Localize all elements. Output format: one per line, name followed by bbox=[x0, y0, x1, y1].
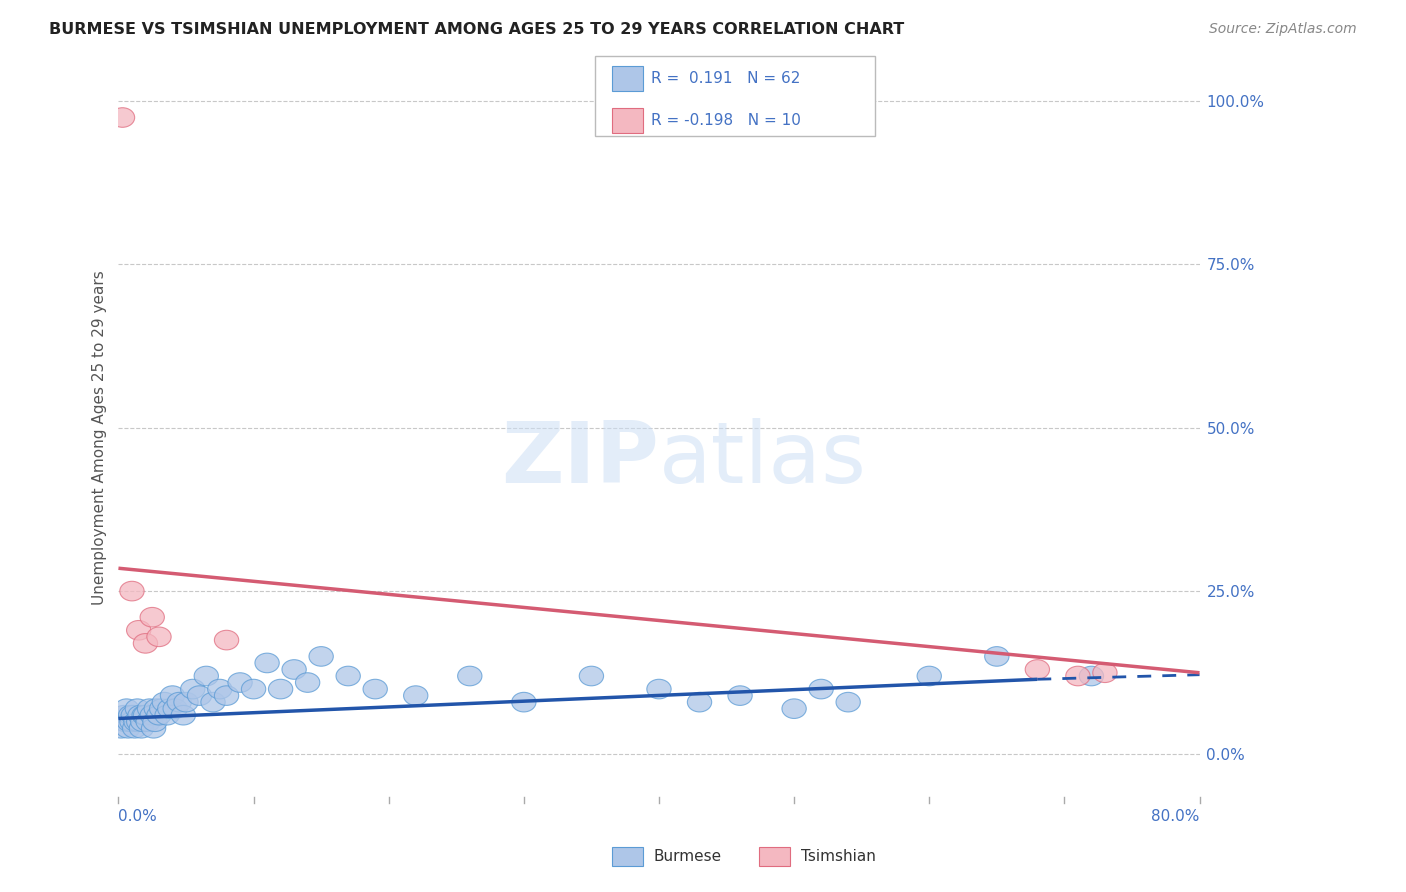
Ellipse shape bbox=[146, 627, 172, 647]
Text: 0.0%: 0.0% bbox=[118, 809, 157, 823]
Ellipse shape bbox=[121, 706, 145, 725]
Ellipse shape bbox=[214, 686, 239, 706]
Ellipse shape bbox=[120, 582, 145, 601]
Ellipse shape bbox=[127, 621, 150, 640]
Ellipse shape bbox=[134, 706, 157, 725]
Ellipse shape bbox=[115, 718, 141, 738]
Ellipse shape bbox=[114, 698, 139, 718]
Ellipse shape bbox=[131, 712, 155, 731]
Ellipse shape bbox=[145, 698, 169, 718]
Y-axis label: Unemployment Among Ages 25 to 29 years: Unemployment Among Ages 25 to 29 years bbox=[93, 270, 107, 605]
Ellipse shape bbox=[143, 712, 167, 731]
Ellipse shape bbox=[163, 698, 187, 718]
Ellipse shape bbox=[254, 653, 280, 673]
Ellipse shape bbox=[688, 692, 711, 712]
Ellipse shape bbox=[208, 680, 232, 698]
Ellipse shape bbox=[149, 698, 174, 718]
Ellipse shape bbox=[782, 698, 806, 718]
Text: Burmese: Burmese bbox=[654, 849, 721, 863]
Ellipse shape bbox=[242, 680, 266, 698]
Ellipse shape bbox=[180, 680, 205, 698]
Ellipse shape bbox=[128, 706, 152, 725]
Ellipse shape bbox=[837, 692, 860, 712]
Ellipse shape bbox=[138, 698, 162, 718]
Ellipse shape bbox=[1092, 663, 1118, 682]
Ellipse shape bbox=[194, 666, 218, 686]
Ellipse shape bbox=[1080, 666, 1104, 686]
Text: R = -0.198   N = 10: R = -0.198 N = 10 bbox=[651, 113, 801, 128]
Ellipse shape bbox=[1066, 666, 1090, 686]
Ellipse shape bbox=[363, 680, 388, 698]
Ellipse shape bbox=[129, 718, 153, 738]
Ellipse shape bbox=[647, 680, 671, 698]
Ellipse shape bbox=[124, 712, 148, 731]
Ellipse shape bbox=[125, 698, 149, 718]
Ellipse shape bbox=[1025, 660, 1049, 680]
Text: atlas: atlas bbox=[659, 418, 868, 501]
Ellipse shape bbox=[228, 673, 252, 692]
Ellipse shape bbox=[808, 680, 834, 698]
Ellipse shape bbox=[404, 686, 427, 706]
Ellipse shape bbox=[984, 647, 1010, 666]
Ellipse shape bbox=[579, 666, 603, 686]
Ellipse shape bbox=[283, 660, 307, 680]
Ellipse shape bbox=[134, 633, 157, 653]
Ellipse shape bbox=[152, 692, 177, 712]
Ellipse shape bbox=[132, 706, 156, 725]
Ellipse shape bbox=[141, 607, 165, 627]
Ellipse shape bbox=[167, 692, 191, 712]
Text: BURMESE VS TSIMSHIAN UNEMPLOYMENT AMONG AGES 25 TO 29 YEARS CORRELATION CHART: BURMESE VS TSIMSHIAN UNEMPLOYMENT AMONG … bbox=[49, 22, 904, 37]
Ellipse shape bbox=[917, 666, 942, 686]
Ellipse shape bbox=[201, 692, 225, 712]
Ellipse shape bbox=[110, 718, 134, 738]
Ellipse shape bbox=[728, 686, 752, 706]
Ellipse shape bbox=[157, 698, 181, 718]
Ellipse shape bbox=[112, 712, 138, 731]
Ellipse shape bbox=[155, 706, 179, 725]
Ellipse shape bbox=[146, 706, 172, 725]
Ellipse shape bbox=[142, 718, 166, 738]
Text: ZIP: ZIP bbox=[501, 418, 659, 501]
Ellipse shape bbox=[127, 712, 150, 731]
Ellipse shape bbox=[172, 706, 195, 725]
Ellipse shape bbox=[336, 666, 360, 686]
Ellipse shape bbox=[269, 680, 292, 698]
Ellipse shape bbox=[136, 712, 160, 731]
Text: Tsimshian: Tsimshian bbox=[801, 849, 876, 863]
Ellipse shape bbox=[512, 692, 536, 712]
Ellipse shape bbox=[160, 686, 184, 706]
Ellipse shape bbox=[141, 706, 165, 725]
Ellipse shape bbox=[295, 673, 319, 692]
Ellipse shape bbox=[457, 666, 482, 686]
Ellipse shape bbox=[309, 647, 333, 666]
Ellipse shape bbox=[174, 692, 198, 712]
Ellipse shape bbox=[120, 712, 145, 731]
Ellipse shape bbox=[110, 108, 135, 128]
Ellipse shape bbox=[111, 706, 136, 725]
Ellipse shape bbox=[117, 712, 142, 731]
Ellipse shape bbox=[187, 686, 212, 706]
Ellipse shape bbox=[118, 706, 143, 725]
Text: 80.0%: 80.0% bbox=[1152, 809, 1199, 823]
Ellipse shape bbox=[214, 631, 239, 650]
Ellipse shape bbox=[122, 718, 146, 738]
Text: Source: ZipAtlas.com: Source: ZipAtlas.com bbox=[1209, 22, 1357, 37]
Text: R =  0.191   N = 62: R = 0.191 N = 62 bbox=[651, 70, 800, 86]
